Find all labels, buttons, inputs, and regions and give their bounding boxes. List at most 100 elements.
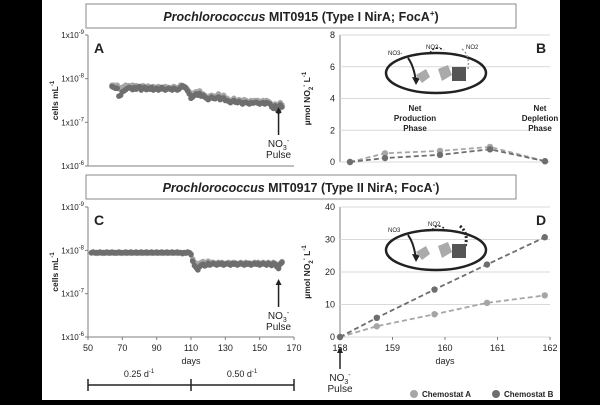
header-top-title: Prochlorococcus MIT0915 (Type I NirA; Fo… — [163, 9, 438, 24]
panel-letter: A — [94, 40, 104, 56]
pulse-arrowhead-icon — [337, 347, 343, 353]
pulse-arrowhead-icon — [275, 279, 282, 285]
data-point-b — [431, 286, 438, 293]
series-line-b — [349, 148, 546, 163]
no2-label-icon: NO2 — [428, 222, 441, 228]
data-point-b — [279, 259, 285, 266]
y-tick-label: 0 — [330, 332, 335, 342]
header-bottom-title: Prochlorococcus MIT0917 (Type II NirA; F… — [163, 180, 440, 195]
y-tick-label: 40 — [325, 202, 335, 212]
data-point-b — [541, 234, 548, 241]
data-point-b — [541, 158, 549, 165]
y-tick-label: 1x10-9 — [61, 202, 84, 212]
no3-label-icon: NO3- — [388, 51, 402, 57]
pulse-label-line2: Pulse — [327, 384, 352, 395]
y-tick-label: 20 — [325, 267, 335, 277]
x-tick-label: 161 — [490, 343, 505, 353]
phase-label: Net — [409, 104, 422, 113]
data-point-b — [114, 85, 120, 92]
panel-letter: B — [536, 40, 546, 56]
y-tick-label: 0 — [330, 157, 335, 167]
x-tick-label: 150 — [252, 343, 267, 353]
x-axis-label: days — [181, 356, 201, 366]
x-tick-label: 170 — [286, 343, 301, 353]
legend: Chemostat A Chemostat B — [410, 390, 554, 399]
pulse-label-line2: Pulse — [266, 322, 291, 333]
pulse-arrowhead-icon — [275, 107, 282, 113]
y-tick-label: 2 — [330, 125, 335, 135]
y-tick-label: 1x10-9 — [61, 30, 84, 40]
data-point-a — [373, 323, 380, 330]
data-point-a — [431, 311, 438, 318]
x-tick-label: 159 — [385, 343, 400, 353]
header-top-box — [85, 3, 517, 29]
dilution-label-1: 0.25 d-1 — [124, 369, 155, 379]
data-point-b — [336, 333, 344, 341]
panel-a: A 1x10-9 1x10-8 1x10-7 1x10-6 cells mL-1 NO3-P… — [50, 30, 294, 171]
phase-label: Production — [394, 114, 436, 123]
panel-letter: C — [94, 212, 104, 228]
phase-label: Phase — [403, 124, 427, 133]
data-point-b — [486, 146, 494, 153]
x-axis-label: days — [435, 356, 455, 366]
x-tick-label: 110 — [184, 343, 198, 353]
no3-label-icon: NO3 — [388, 228, 401, 234]
pulse-label: NO3- — [268, 310, 290, 324]
y-tick-label: 1x10-6 — [61, 161, 84, 171]
data-point-b — [381, 154, 389, 162]
x-tick-label: 162 — [542, 343, 557, 353]
dilution-label-2: 0.50 d-1 — [227, 369, 258, 379]
legend-marker-a — [410, 390, 418, 398]
panel-letter: D — [536, 212, 546, 228]
data-point-a — [483, 299, 491, 307]
y-axis-label: µmol NO2- L-1 — [302, 71, 315, 125]
x-tick-label: 90 — [152, 343, 162, 353]
data-point-a — [541, 292, 548, 299]
data-point-b — [346, 158, 354, 166]
legend-label-a: Chemostat A — [422, 390, 471, 399]
legend-marker-b — [492, 390, 500, 398]
figure: Prochlorococcus MIT0915 (Type I NirA; Fo… — [42, 0, 560, 400]
y-tick-label: 8 — [330, 30, 335, 40]
panel-c: C 1x10-9 1x10-8 1x10-7 1x10-6 cells mL-1 50 70 9… — [50, 202, 302, 366]
y-tick-label: 1x10-6 — [61, 332, 84, 342]
data-point-a — [381, 150, 389, 157]
y-tick-label: 1x10-8 — [61, 74, 84, 84]
pulse-label: NO3- — [268, 138, 290, 152]
data-point-b — [436, 151, 444, 159]
figure-svg: Prochlorococcus MIT0915 (Type I NirA; Fo… — [50, 3, 558, 399]
y-tick-label: 6 — [330, 62, 335, 72]
no2-label-icon: NO2- — [426, 45, 440, 51]
pulse-label: NO3- — [329, 372, 351, 386]
y-tick-label: 10 — [325, 300, 335, 310]
cell-schematic-icon-bottom: NO3 NO2 — [384, 222, 488, 272]
data-point-b — [483, 261, 491, 268]
phase-label: Net — [534, 104, 547, 113]
y-axis-label: µmol NO2- L-1 — [302, 245, 315, 299]
pulse-label-line2: Pulse — [266, 150, 291, 161]
dilution-rate-bar: 0.25 d-1 0.50 d-1 — [87, 369, 295, 391]
no2-out-label-icon: NO2 — [466, 45, 479, 51]
legend-label-b: Chemostat B — [504, 390, 554, 399]
header-bottom-box — [85, 174, 517, 200]
y-tick-label: 1x10-7 — [61, 117, 84, 127]
x-tick-label: 160 — [437, 343, 452, 353]
x-tick-label: 70 — [117, 343, 127, 353]
x-tick-label: 130 — [218, 343, 233, 353]
data-point-b — [188, 251, 194, 258]
series-line-a — [339, 294, 545, 338]
phase-label: Depletion — [522, 114, 559, 123]
data-point-b — [279, 104, 285, 110]
y-tick-label: 30 — [325, 235, 335, 245]
y-tick-label: 1x10-7 — [61, 289, 84, 299]
data-point-b — [189, 258, 196, 264]
data-point-b — [275, 265, 282, 272]
y-tick-label: 1x10-8 — [61, 245, 84, 255]
cell-schematic-icon-top: NO3- NO2- NO2 — [384, 45, 488, 95]
y-axis-label: cells mL-1 — [50, 252, 60, 292]
data-point-b — [373, 314, 380, 322]
y-tick-label: 4 — [330, 94, 335, 104]
phase-label: Phase — [528, 124, 552, 133]
